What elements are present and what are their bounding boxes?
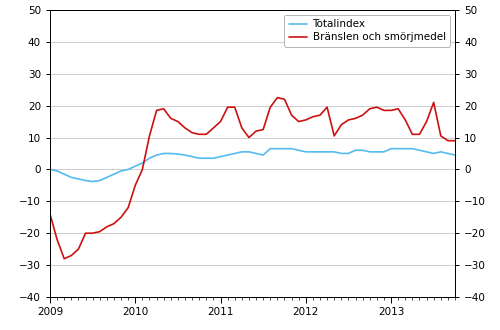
Bränslen och smörjmedel: [381, 108, 387, 112]
Totalindex: [480, 166, 486, 170]
Totalindex: [488, 166, 494, 170]
Bränslen och smörjmedel: [402, 118, 408, 122]
Totalindex: [90, 180, 96, 183]
Totalindex: [268, 147, 274, 150]
Line: Bränslen och smörjmedel: Bränslen och smörjmedel: [50, 98, 500, 259]
Bränslen och smörjmedel: [47, 212, 53, 216]
Bränslen och smörjmedel: [480, 169, 486, 173]
Legend: Totalindex, Bränslen och smörjmedel: Totalindex, Bränslen och smörjmedel: [284, 15, 450, 47]
Bränslen och smörjmedel: [494, 185, 500, 189]
Bränslen och smörjmedel: [488, 166, 494, 170]
Line: Totalindex: Totalindex: [50, 148, 500, 182]
Bränslen och smörjmedel: [274, 96, 280, 100]
Totalindex: [402, 147, 408, 150]
Totalindex: [494, 164, 500, 168]
Totalindex: [438, 150, 444, 154]
Bränslen och smörjmedel: [61, 257, 67, 261]
Totalindex: [381, 150, 387, 154]
Totalindex: [47, 167, 53, 171]
Bränslen och smörjmedel: [438, 134, 444, 138]
